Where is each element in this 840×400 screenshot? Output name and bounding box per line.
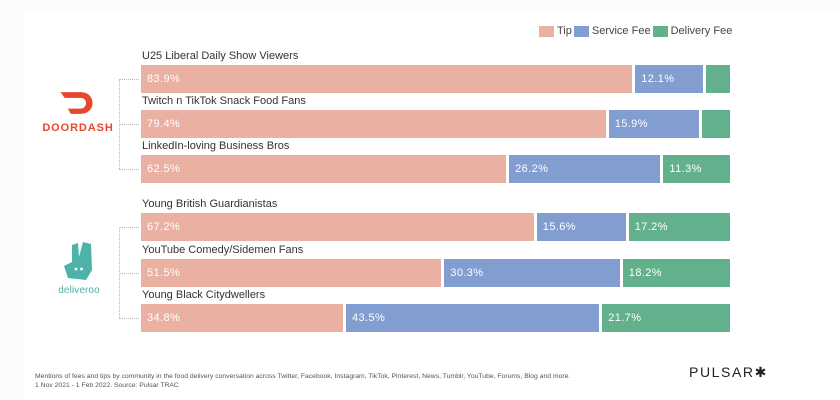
bar-segment-tip: 34.8% — [141, 304, 343, 332]
group-bracket-tick — [119, 273, 139, 274]
value-label: 15.6% — [542, 221, 576, 233]
category-label: LinkedIn-loving Business Bros — [142, 140, 290, 152]
legend-item-tip: Tip — [539, 25, 572, 37]
bar-segment-service-fee: 15.9% — [608, 110, 700, 138]
group-bracket-tick — [119, 79, 139, 80]
legend: Tip Service Fee Delivery Fee — [539, 25, 734, 37]
doordash-logo-icon — [60, 92, 93, 114]
legend-item-service-fee: Service Fee — [573, 25, 651, 37]
bar-segment-delivery-fee: 17.2% — [628, 213, 730, 241]
group-bracket-tick — [119, 124, 139, 125]
bar-segment-service-fee: 26.2% — [509, 155, 661, 183]
value-label: 34.8% — [147, 312, 181, 324]
bar-segment-service-fee: 43.5% — [346, 304, 600, 332]
footer-note-line1: Mentions of fees and tips by community i… — [35, 373, 571, 380]
value-label: 43.5% — [352, 312, 386, 324]
group-bracket-deliveroo — [119, 227, 120, 318]
value-label: 18.2% — [628, 267, 662, 279]
value-label: 51.5% — [147, 267, 181, 279]
value-label: 11.3% — [669, 163, 702, 175]
group-bracket-tick — [119, 227, 139, 228]
deliveroo-brand — [64, 242, 94, 282]
legend-item-delivery-fee: Delivery Fee — [652, 25, 733, 37]
legend-swatch-tip — [539, 25, 554, 37]
bar-segment-tip: 67.2% — [141, 213, 534, 241]
legend-swatch-service-fee — [573, 25, 589, 37]
deliveroo-kangaroo-icon — [64, 242, 92, 280]
bar-segment-tip: 79.4% — [141, 110, 606, 138]
bar-segment-service-fee: 15.6% — [536, 213, 626, 241]
bar-segment-delivery-fee: 18.2% — [622, 259, 730, 287]
bar-segment-delivery-fee: 21.7% — [602, 304, 730, 332]
legend-label-delivery-fee: Delivery Fee — [670, 25, 733, 37]
value-label: 83.9% — [147, 73, 181, 85]
value-label: 79.4% — [147, 118, 181, 130]
bar-segment-tip: 51.5% — [141, 259, 442, 287]
category-label: U25 Liberal Daily Show Viewers — [142, 50, 299, 62]
value-label: 62.5% — [147, 163, 181, 175]
doordash-wordmark: DOORDASH — [42, 122, 114, 134]
legend-label-tip: Tip — [557, 25, 572, 37]
value-label: 21.7% — [608, 312, 642, 324]
pulsar-logo: PULSAR✱ — [689, 364, 768, 380]
value-label: 17.2% — [634, 221, 668, 233]
bar-segment-delivery-fee: 11.3% — [663, 155, 730, 183]
bar-segment-tip: 62.5% — [141, 155, 507, 183]
bar-segment-tip: 83.9% — [141, 65, 633, 93]
value-label: 67.2% — [147, 221, 181, 233]
category-label: Young British Guardianistas — [142, 198, 278, 210]
bar-segment-delivery-fee — [702, 110, 730, 138]
footer-note-line2: 1 Nov 2021 - 1 Feb 2022. Source: Pulsar … — [35, 382, 179, 389]
bar-segment-service-fee: 30.3% — [444, 259, 620, 287]
group-bracket-tick — [119, 169, 139, 170]
value-label: 30.3% — [450, 267, 484, 279]
bar-segment-delivery-fee — [706, 65, 730, 93]
category-label: Twitch n TikTok Snack Food Fans — [142, 95, 306, 107]
value-label: 26.2% — [515, 163, 549, 175]
group-bracket-tick — [119, 318, 139, 319]
legend-swatch-delivery-fee — [652, 25, 668, 37]
doordash-brand — [60, 92, 94, 116]
category-label: YouTube Comedy/Sidemen Fans — [142, 244, 304, 256]
deliveroo-wordmark: deliveroo — [58, 285, 100, 296]
category-label: Young Black Citydwellers — [142, 289, 266, 301]
value-label: 12.1% — [641, 73, 675, 85]
legend-label-service-fee: Service Fee — [591, 25, 651, 37]
value-label: 15.9% — [614, 118, 648, 130]
bar-segment-service-fee: 12.1% — [635, 65, 704, 93]
